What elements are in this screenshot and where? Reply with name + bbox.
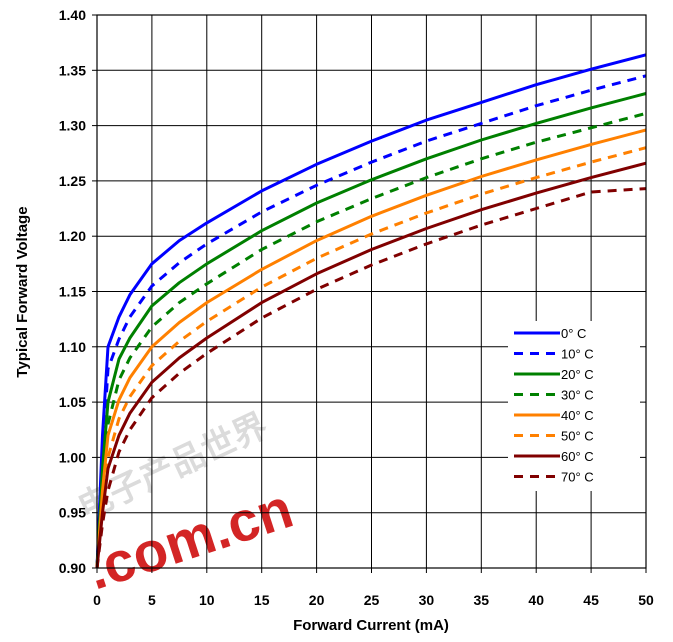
legend-label-0: 0° C (561, 326, 586, 341)
y-tick-label: 0.95 (59, 505, 86, 521)
series-line-6 (95, 161, 647, 569)
legend-label-5: 50° C (561, 429, 594, 444)
legend-label-2: 20° C (561, 367, 594, 382)
y-tick-label: 1.25 (59, 173, 86, 189)
series-lines (95, 53, 647, 569)
y-tick-label: 1.20 (59, 228, 86, 244)
legend-label-4: 40° C (561, 408, 594, 423)
series-line-7 (95, 187, 647, 569)
x-tick-label: 30 (419, 592, 435, 608)
y-tick-label: 1.05 (59, 394, 86, 410)
x-tick-label: 35 (474, 592, 490, 608)
legend-box (508, 321, 640, 491)
legend-label-3: 30° C (561, 388, 594, 403)
legend-label-1: 10° C (561, 347, 594, 362)
x-tick-label: 0 (93, 592, 101, 608)
x-tick-label: 45 (583, 592, 599, 608)
y-tick-label: 1.35 (59, 62, 86, 78)
series-line-0 (95, 53, 647, 569)
series-line-5 (95, 146, 647, 569)
x-tick-label: 10 (199, 592, 215, 608)
y-tick-label: 1.15 (59, 284, 86, 300)
y-tick-label: 0.90 (59, 560, 86, 576)
series-line-4 (95, 128, 647, 569)
y-axis-title: Typical Forward Voltage (14, 206, 31, 377)
x-tick-label: 5 (148, 592, 156, 608)
x-axis-title: Forward Current (mA) (293, 617, 449, 634)
series-line-2 (95, 92, 647, 569)
x-tick-label: 25 (364, 592, 380, 608)
series-line-3 (95, 111, 647, 569)
axes: 0 5 10 15 20 25 30 35 40 45 50 0.90 0.95 1.00 1.05 1.10… (59, 7, 654, 608)
y-tick-label: 1.30 (59, 118, 86, 134)
x-tick-label: 20 (309, 592, 325, 608)
y-tick-label: 1.10 (59, 339, 86, 355)
plot-frame (96, 14, 647, 569)
x-tick-label: 50 (638, 592, 654, 608)
legend-label-6: 60° C (561, 449, 594, 464)
legend-label-7: 70° C (561, 470, 594, 485)
series-line-1 (95, 74, 647, 569)
legend: 0° C 10° C 20° C 30° C 40° C 50° C 60° C 70° C (508, 321, 640, 491)
x-tick-label: 40 (528, 592, 544, 608)
y-tick-label: 1.40 (59, 7, 86, 23)
x-tick-label: 15 (254, 592, 270, 608)
y-tick-label: 1.00 (59, 449, 86, 465)
